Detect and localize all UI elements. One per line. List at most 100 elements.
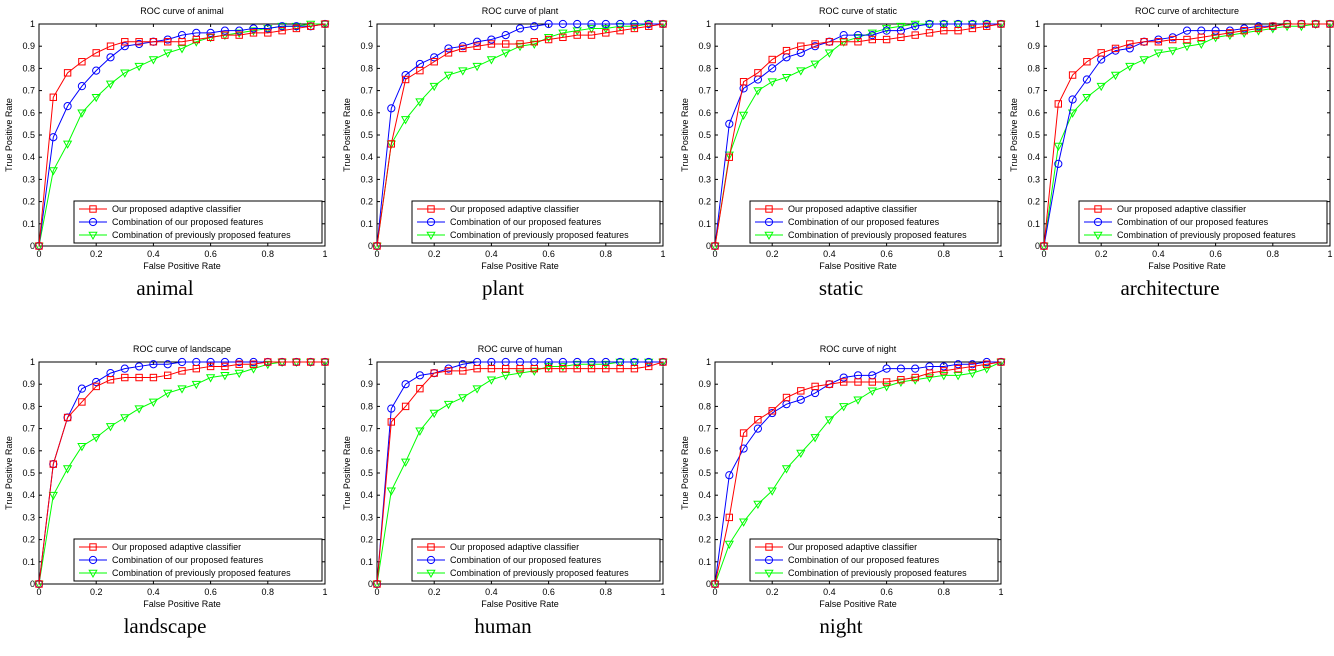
series-line [376, 361, 663, 585]
data-point [516, 364, 524, 373]
x-tick-label: 0 [374, 587, 379, 597]
legend-marker [764, 217, 774, 227]
data-point [559, 364, 567, 373]
y-tick-label: 1 [706, 19, 711, 29]
data-point [997, 358, 1005, 366]
data-point [1125, 44, 1134, 53]
x-axis-label: False Positive Rate [143, 261, 221, 271]
data-point [796, 395, 805, 404]
data-point [163, 389, 173, 399]
legend-marker [1093, 231, 1103, 241]
data-point [149, 373, 158, 382]
chart-title: ROC curve of animal [140, 6, 224, 16]
data-point [738, 518, 749, 527]
y-tick-label: 0.3 [22, 512, 35, 522]
legend-marker [89, 543, 97, 551]
data-point [192, 364, 201, 373]
x-axis-label: False Positive Rate [1148, 261, 1226, 271]
x-tick-label: 0.6 [880, 249, 893, 259]
legend-marker [88, 569, 98, 579]
y-tick-label: 0.9 [698, 41, 711, 51]
panel-caption: night [819, 614, 863, 638]
data-point [105, 80, 116, 89]
data-point [896, 364, 905, 373]
legend: Our proposed adaptive classifier Combinat… [749, 200, 999, 244]
data-point [1054, 159, 1063, 168]
data-point [725, 153, 733, 161]
legend-marker [426, 555, 436, 565]
x-tick-label: 1 [322, 249, 327, 259]
y-tick-label: 0.1 [22, 557, 35, 567]
legend-label: Combination of previously proposed featu… [788, 230, 967, 240]
data-point [91, 93, 101, 103]
data-point [615, 358, 625, 368]
data-point [63, 413, 72, 422]
data-point [278, 22, 287, 31]
y-tick-label: 0.9 [360, 379, 373, 389]
data-point [1283, 20, 1291, 28]
data-point [501, 372, 511, 381]
data-point [1083, 58, 1091, 66]
data-point [135, 362, 144, 371]
data-point [738, 111, 749, 121]
data-point [120, 364, 129, 373]
data-point [882, 26, 891, 35]
data-point [573, 31, 581, 39]
y-axis-label: True Positive Rate [4, 436, 14, 510]
y-tick-label: 0.5 [22, 130, 35, 140]
data-point [106, 53, 115, 62]
x-tick-label: 1 [1327, 249, 1332, 259]
roc-chart-night: ROC curve of night 0 0.1 0.2 0.3 0.4 0.5 0.6 0.7… [680, 344, 1006, 609]
series-line [376, 361, 664, 585]
data-point [92, 66, 101, 75]
x-axis-label: False Positive Rate [143, 599, 221, 609]
data-point [939, 362, 948, 371]
y-tick-label: 0.4 [22, 152, 35, 162]
data-point [824, 49, 835, 58]
data-point [967, 20, 978, 30]
panel-caption: plant [482, 276, 524, 300]
legend-label: Combination of our proposed features [788, 555, 940, 565]
y-tick-label: 0.1 [1027, 219, 1040, 229]
panel-caption: animal [136, 276, 194, 300]
data-point [458, 67, 468, 76]
data-point [796, 449, 806, 459]
data-point [429, 82, 439, 92]
y-tick-label: 0.9 [1027, 41, 1040, 51]
data-point [473, 364, 481, 373]
data-point [854, 38, 862, 46]
panel-caption: landscape [123, 614, 207, 638]
data-point [997, 20, 1005, 28]
data-point [544, 19, 553, 29]
y-tick-label: 0.1 [698, 557, 711, 567]
data-point [387, 104, 396, 113]
data-point [810, 434, 820, 443]
x-tick-label: 0.8 [938, 587, 951, 597]
x-tick-label: 0.2 [766, 587, 779, 597]
y-tick-label: 0.7 [1027, 86, 1040, 96]
data-point [1111, 44, 1120, 53]
y-tick-label: 0.5 [698, 130, 711, 140]
y-tick-label: 0.4 [360, 152, 373, 162]
legend-marker [764, 569, 774, 579]
data-point [220, 357, 229, 367]
data-point [711, 242, 719, 250]
y-tick-label: 0.7 [22, 86, 35, 96]
data-point [49, 93, 57, 101]
x-tick-label: 0.2 [90, 249, 103, 259]
x-tick-label: 1 [998, 249, 1003, 259]
data-point [486, 376, 497, 385]
data-point [940, 367, 948, 375]
x-axis-label: False Positive Rate [819, 261, 897, 271]
x-tick-label: 0.6 [542, 249, 555, 259]
data-point [264, 29, 272, 37]
y-tick-label: 0.9 [22, 379, 35, 389]
data-point [78, 58, 86, 66]
data-point [120, 414, 130, 423]
legend-box [73, 538, 323, 582]
x-tick-label: 0.6 [1209, 249, 1222, 259]
data-point [781, 73, 792, 83]
data-point [1312, 20, 1320, 28]
data-point [853, 396, 863, 405]
data-point [824, 416, 835, 425]
